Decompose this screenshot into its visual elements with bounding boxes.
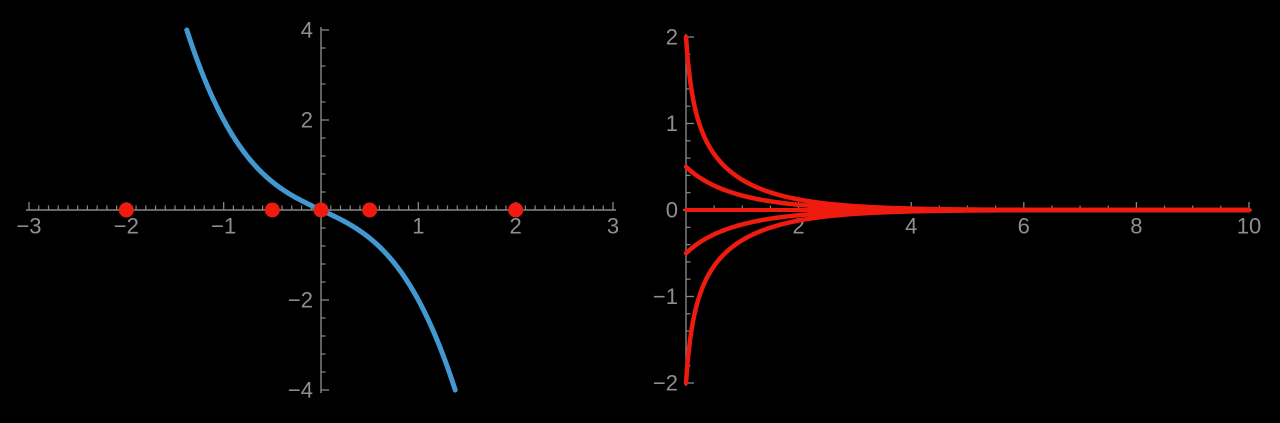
solution-curve: [683, 207, 1252, 256]
y-tick-label: 1: [666, 111, 678, 136]
y-tick-label: 4: [301, 18, 313, 43]
y-tick-label: 2: [666, 25, 678, 50]
x-tick-label: −1: [211, 214, 236, 239]
x-tick-label: −2: [114, 214, 139, 239]
x-tick-label: 2: [510, 214, 522, 239]
phase-function-plot: −3 −2 −1 1 2 3 −4 −2 2 4: [16, 18, 619, 403]
solution-curve: [683, 34, 1252, 213]
initial-condition-dot: [362, 202, 378, 218]
initial-condition-dot: [118, 202, 134, 218]
x-tick-label: 1: [412, 214, 424, 239]
y-tick-label: −4: [288, 378, 313, 403]
y-tick-label: −2: [653, 371, 678, 396]
solution-curve: [683, 164, 1252, 213]
x-tick-label: 3: [607, 214, 619, 239]
initial-condition-dot: [313, 202, 329, 218]
y-tick-label: 0: [666, 198, 678, 223]
x-tick-label: 6: [1018, 214, 1030, 239]
solution-curve: [683, 207, 1252, 386]
y-tick-label: 2: [301, 108, 313, 133]
x-tick-label: 4: [905, 214, 917, 239]
y-tick-label: −2: [288, 288, 313, 313]
x-tick-label: −3: [16, 214, 41, 239]
x-tick-label: 8: [1130, 214, 1142, 239]
initial-condition-dot: [508, 202, 524, 218]
initial-condition-dot: [264, 202, 280, 218]
x-tick-label: 10: [1237, 214, 1261, 239]
y-tick-label: −1: [653, 284, 678, 309]
